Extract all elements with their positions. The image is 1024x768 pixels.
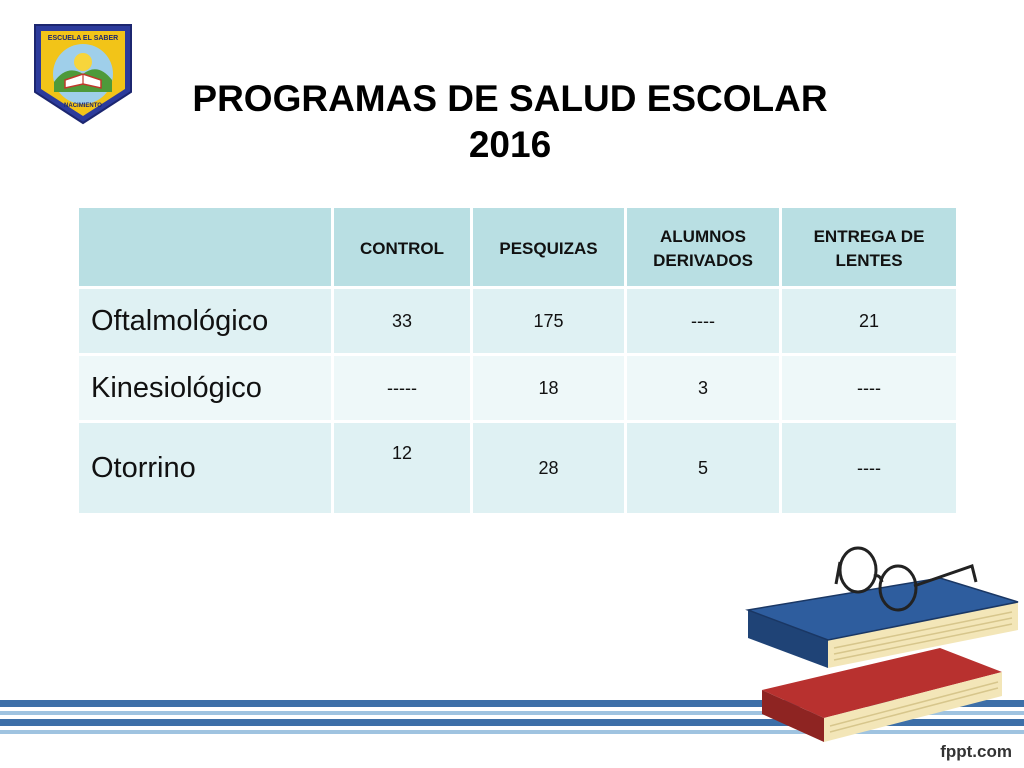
header-entrega-de-lentes: ENTREGA DE LENTES	[779, 205, 959, 289]
cell-alumnos-derivados: 3	[624, 353, 782, 423]
school-logo: ESCUELA EL SABER NACIMIENTO	[34, 24, 132, 125]
cell-pesquizas: 175	[470, 286, 627, 356]
cell-control: 33	[331, 286, 473, 356]
cell-alumnos-derivados: ----	[624, 286, 782, 356]
table-row: Otorrino 12 28 5 ----	[76, 420, 959, 516]
health-programs-table: CONTROL PESQUIZAS ALUMNOS DERIVADOS ENTR…	[76, 205, 959, 516]
cell-entrega-de-lentes: ----	[779, 420, 959, 516]
page-title: PROGRAMAS DE SALUD ESCOLAR 2016	[150, 76, 870, 168]
books-icon	[745, 546, 1019, 742]
svg-text:NACIMIENTO: NACIMIENTO	[64, 103, 102, 109]
cell-entrega-de-lentes: ----	[779, 353, 959, 423]
table-row: Kinesiológico ----- 18 3 ----	[76, 353, 959, 423]
row-label: Oftalmológico	[76, 286, 334, 356]
header-empty	[76, 205, 334, 289]
table-header-row: CONTROL PESQUIZAS ALUMNOS DERIVADOS ENTR…	[76, 205, 959, 289]
row-label: Kinesiológico	[76, 353, 334, 423]
brand-watermark: fppt.com	[940, 742, 1012, 761]
header-alumnos-derivados: ALUMNOS DERIVADOS	[624, 205, 782, 289]
cell-control: 12	[331, 420, 473, 516]
table-row: Oftalmológico 33 175 ---- 21	[76, 286, 959, 356]
header-control: CONTROL	[331, 205, 473, 289]
decorative-stripes	[0, 700, 1024, 734]
cell-entrega-de-lentes: 21	[779, 286, 959, 356]
cell-alumnos-derivados: 5	[624, 420, 782, 516]
cell-pesquizas: 28	[470, 420, 627, 516]
cell-control: -----	[331, 353, 473, 423]
title-line-1: PROGRAMAS DE SALUD ESCOLAR	[192, 78, 828, 119]
title-line-2: 2016	[468, 124, 552, 165]
row-label: Otorrino	[76, 420, 334, 516]
svg-text:ESCUELA EL SABER: ESCUELA EL SABER	[48, 35, 118, 42]
glasses-icon	[834, 546, 978, 612]
cell-pesquizas: 18	[470, 353, 627, 423]
header-pesquizas: PESQUIZAS	[470, 205, 627, 289]
